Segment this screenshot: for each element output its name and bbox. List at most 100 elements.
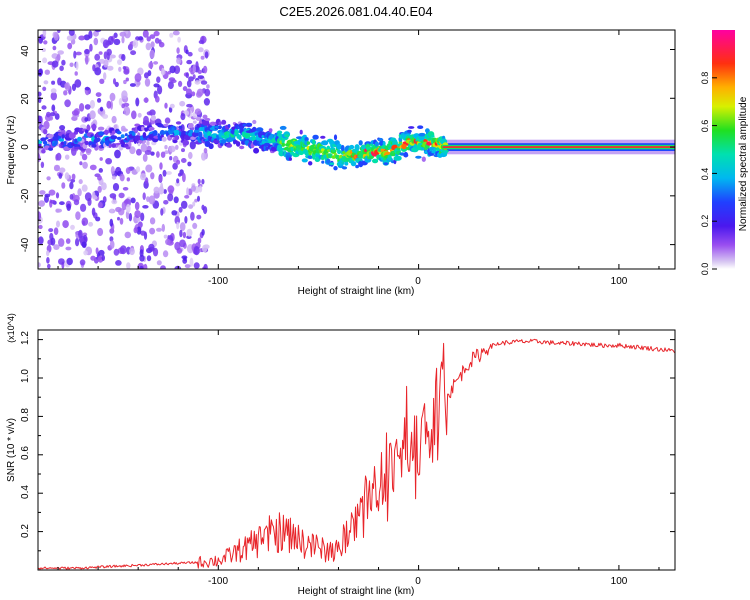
spectrogram-cell: [92, 191, 96, 199]
spectrogram-cell: [196, 214, 202, 220]
spectrogram-xtick-label: 0: [415, 276, 421, 287]
spectrogram-cell: [124, 199, 129, 204]
spectrogram-cell: [158, 41, 165, 48]
spectrogram-cell: [256, 127, 264, 132]
spectrogram-cell: [197, 178, 201, 185]
spectrogram-cell: [178, 125, 183, 129]
spectrogram-cell: [144, 150, 152, 155]
spectrogram-ytick-label: 40: [20, 45, 31, 57]
spectrogram-cell: [65, 246, 72, 251]
spectrogram-cell: [47, 134, 54, 139]
spectrogram-cell: [211, 134, 218, 138]
spectrogram-cell: [164, 145, 168, 150]
spectrogram-cell: [51, 60, 59, 68]
spectrogram-cell: [118, 66, 122, 72]
spectrogram-cell: [116, 136, 122, 140]
spectrogram-cell: [140, 212, 145, 222]
spectrogram-cell: [312, 134, 319, 140]
spectrogram-cell: [171, 79, 177, 83]
spectrogram-cell: [186, 187, 190, 197]
spectrogram-cell: [279, 125, 287, 130]
spectrogram-cell: [136, 148, 142, 156]
spectrogram-cell: [79, 161, 83, 166]
spectrogram-cell: [159, 129, 165, 136]
spectrogram-cell: [99, 106, 104, 112]
spectrogram-cell: [119, 217, 124, 225]
spectrogram-cell: [159, 162, 163, 170]
spectrogram-cell: [125, 167, 131, 175]
spectrogram-cell: [150, 41, 155, 49]
spectrogram-cell: [194, 108, 202, 115]
spectrogram-cell: [174, 135, 180, 141]
spectrogram-cell: [39, 190, 46, 195]
spectrogram-cell: [146, 36, 151, 42]
spectrogram-cell: [281, 142, 286, 147]
spectrogram-cell: [304, 137, 309, 142]
spectrogram-cell: [109, 208, 114, 214]
spectrogram-cell: [88, 221, 94, 227]
spectrogram-cell: [113, 248, 120, 256]
spectrogram-cell: [98, 51, 103, 55]
spectrogram-cell: [181, 148, 185, 153]
spectrogram-cell: [329, 140, 335, 146]
spectrogram-cell: [189, 140, 196, 150]
spectrogram-cell: [156, 227, 162, 232]
spectrogram-cell: [98, 249, 105, 256]
spectrogram-cell: [129, 247, 135, 256]
spectrogram-cell: [160, 208, 164, 216]
spectrogram-cell: [38, 140, 43, 144]
figure-title: C2E5.2026.081.04.40.E04: [279, 4, 432, 19]
spectrogram-cell: [401, 143, 407, 150]
spectrogram-cell: [186, 88, 192, 95]
spectrogram-cell: [111, 115, 117, 124]
spectrogram-cell: [102, 39, 110, 49]
spectrogram-cell: [49, 112, 56, 117]
spectrogram-cell: [161, 136, 167, 142]
spectrogram-cell: [74, 138, 78, 143]
spectrogram-frame: [37, 29, 676, 270]
spectrogram-cell: [415, 155, 422, 159]
spectrogram-cell: [193, 262, 200, 269]
spectrogram-cell: [175, 121, 182, 125]
spectrogram-cell: [50, 88, 57, 94]
spectrogram-cell: [123, 106, 131, 116]
spectrogram-cell: [193, 246, 200, 256]
spectrogram-cell: [43, 120, 50, 130]
spectrogram-cell: [239, 145, 245, 150]
spectrogram-cell: [55, 192, 60, 199]
spectrogram-cell: [58, 238, 65, 247]
spectrogram-cell: [101, 254, 106, 261]
spectrogram-cell: [187, 51, 193, 57]
spectrogram-cell: [295, 136, 303, 140]
spectrogram-cell: [174, 216, 181, 225]
spectrogram-cell: [63, 90, 68, 96]
spectrogram-cell: [113, 124, 118, 129]
snr-ytick-label: 0.6: [20, 446, 31, 460]
spectrogram-cell: [169, 103, 175, 109]
spectrogram-cell: [333, 166, 338, 171]
spectrogram-cell: [152, 130, 158, 137]
spectrogram-cell: [57, 30, 61, 33]
spectrogram-cell: [284, 134, 290, 138]
spectrogram-cell: [149, 34, 156, 39]
spectrogram-cell: [176, 178, 180, 184]
spectrogram-cell: [189, 129, 194, 134]
spectrogram-cell: [135, 166, 141, 173]
spectrogram-cell: [141, 126, 145, 131]
spectrogram-cell: [203, 263, 208, 269]
spectrogram-cell: [189, 257, 194, 267]
spectrogram-cell: [327, 153, 333, 157]
spectrogram-cell: [81, 241, 87, 248]
spectrogram-cell: [125, 77, 129, 82]
spectrogram-cell: [111, 143, 117, 148]
snr-panel: -100 0 100 0.2 0.4 0.6 0.8 1.0 1.2 (x10^…: [6, 313, 676, 597]
spectrogram-heat-layer: [38, 30, 675, 269]
spectrogram-cell: [85, 148, 92, 154]
spectrogram-cell: [194, 80, 201, 85]
spectrogram-cell: [320, 148, 325, 152]
spectrogram-cell: [243, 132, 251, 138]
spectrogram-cell: [67, 42, 73, 50]
spectrogram-cell: [130, 197, 136, 204]
spectrogram-cell: [77, 188, 82, 197]
spectrogram-cell: [221, 139, 227, 144]
